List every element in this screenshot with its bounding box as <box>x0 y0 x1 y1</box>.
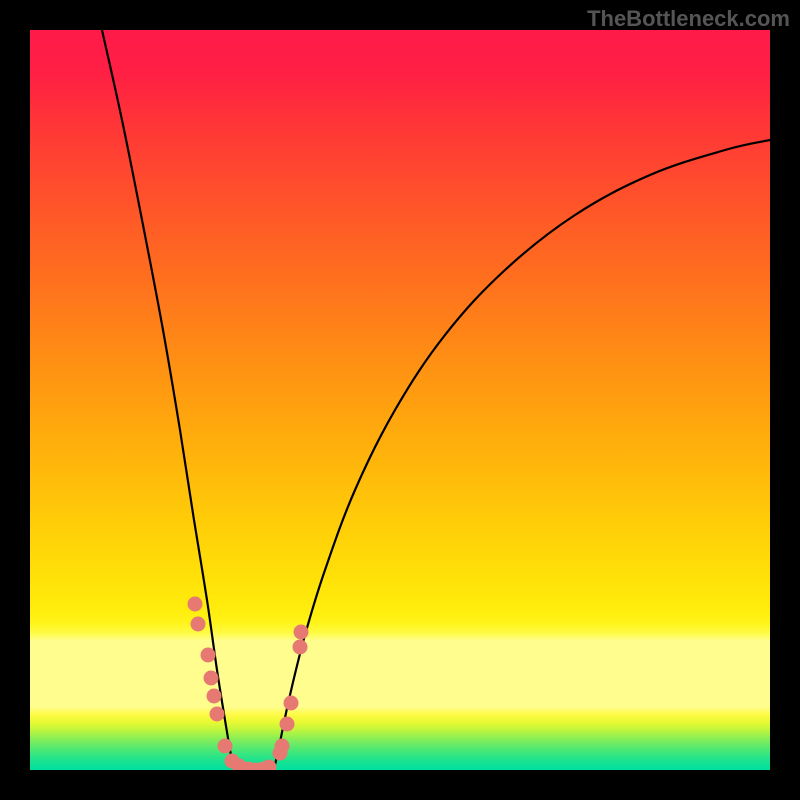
chart-container: TheBottleneck.com <box>0 0 800 800</box>
data-marker <box>294 625 309 640</box>
watermark-text: TheBottleneck.com <box>587 6 790 32</box>
data-marker <box>207 689 222 704</box>
data-marker <box>280 717 295 732</box>
data-marker <box>204 671 219 686</box>
plot-area <box>30 30 770 770</box>
data-marker <box>218 739 233 754</box>
data-marker <box>210 707 225 722</box>
data-marker <box>188 597 203 612</box>
data-marker <box>275 739 290 754</box>
data-marker <box>191 617 206 632</box>
plot-svg <box>30 30 770 770</box>
data-marker <box>284 696 299 711</box>
data-marker <box>293 640 308 655</box>
data-marker <box>201 648 216 663</box>
